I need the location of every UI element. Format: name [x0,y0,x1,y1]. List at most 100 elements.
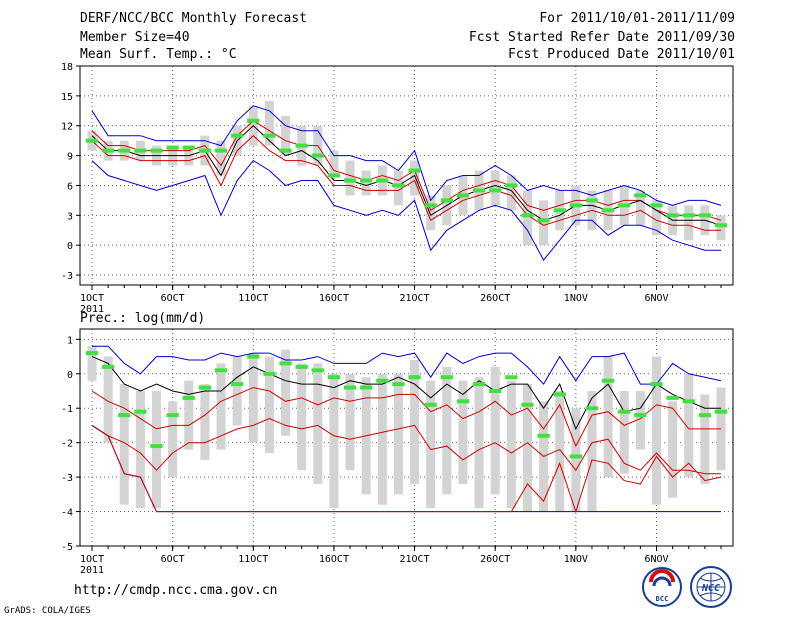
plot-frame [79,65,734,286]
climatology-marker [440,375,453,380]
climatology-marker [214,368,228,373]
xtick-label: 11OCT [238,293,268,304]
ensemble-box [571,408,581,512]
climatology-marker [553,208,566,213]
climatology-marker [537,433,550,438]
ensemble-box [474,377,484,509]
series-max [92,345,722,385]
xtick-label: 1NOV [564,554,588,565]
ensemble-box [522,190,532,246]
climatology-marker [263,371,276,376]
ensemble-box [232,356,242,426]
climatology-marker [134,148,147,153]
ensemble-box [281,115,291,156]
member-size-label: Member Size=40 [80,30,190,45]
ytick-label: 0 [67,370,73,381]
climatology-marker [214,148,228,153]
ensemble-box [87,346,97,381]
ensemble-box [684,373,694,478]
series-upper [91,387,721,448]
climatology-marker [698,413,712,418]
climatology-marker [408,375,421,380]
climatology-marker [585,198,599,203]
bcc-logo-text: BCC [656,595,669,603]
ensemble-box [700,394,710,484]
climatology-marker [408,168,421,173]
climatology-marker [489,389,502,393]
xtick-label: 6NOV [644,293,668,304]
climatology-marker [569,203,582,208]
climatology-marker [618,203,631,208]
climatology-marker [343,385,357,390]
bcc-logo: BCC [642,567,682,607]
fcst-started-date: Fcst Started Refer Date 2011/09/30 [468,30,735,45]
climatology-marker [118,413,131,418]
climatology-marker [521,402,534,407]
ensemble-box [264,356,274,453]
climatology-marker [101,364,115,369]
climatology-marker [553,392,566,397]
climatology-marker [263,133,276,138]
series-max [91,105,722,206]
ensemble-box [119,384,129,505]
climatology-marker [392,183,405,188]
climatology-marker [311,153,324,158]
ensemble-box [103,356,113,443]
xtick-label: 1OCT [80,293,104,304]
series-mean [91,125,722,226]
ensemble-box [684,205,694,241]
ensemble-box [329,373,339,509]
ensemble-box [603,356,613,478]
variable-label: Mean Surf. Temp.: °C [80,47,237,62]
ytick-label: 6 [67,181,73,192]
climatology-marker [650,382,663,387]
climatology-marker [198,385,212,390]
series-min [91,159,721,261]
forecast-period: For 2011/10/01-2011/11/09 [539,11,735,26]
ensemble-box [329,150,339,176]
ytick-label: 3 [67,211,73,222]
climatology-marker [682,399,695,404]
ensemble-box [635,190,645,226]
climatology-marker [424,203,437,208]
ensemble-box [490,366,500,495]
ensemble-box [506,380,516,509]
climatology-marker [698,213,712,218]
fcst-produced-date: Fcst Produced Date 2011/10/01 [508,47,735,62]
ensemble-box [619,391,629,474]
climatology-marker [440,198,453,203]
climatology-marker [360,178,373,183]
climatology-marker [134,409,147,414]
ensemble-box [651,356,662,505]
climatology-marker [521,213,534,218]
climatology-marker [327,375,341,380]
ensemble-box [426,195,436,231]
climatology-marker [295,364,308,369]
ytick-label: 15 [61,92,73,103]
xtick-sublabel: 2011 [80,304,104,315]
xtick-sublabel: 2011 [80,565,104,576]
climatology-marker [118,148,131,153]
ensemble-box [248,353,258,443]
ensemble-box [184,380,194,450]
ensemble-box [587,391,597,512]
ensemble-box [313,363,323,484]
ytick-label: -5 [61,542,73,553]
ensemble-box [168,401,178,478]
ensemble-box [410,160,420,196]
climatology-marker [472,188,486,193]
climatology-marker [505,183,518,188]
plot-frame [79,328,734,547]
climatology-marker [182,145,195,150]
climatology-marker [247,354,260,359]
ensemble-box [216,140,226,176]
ensemble-box [281,349,291,436]
climatology-marker [295,143,308,148]
ytick-label: 18 [61,62,73,73]
climatology-marker [182,395,195,400]
chart-title: DERF/NCC/BCC Monthly Forecast [80,11,307,26]
ytick-label: -4 [61,508,73,519]
xtick-label: 1NOV [564,293,588,304]
ensemble-box [716,215,726,241]
